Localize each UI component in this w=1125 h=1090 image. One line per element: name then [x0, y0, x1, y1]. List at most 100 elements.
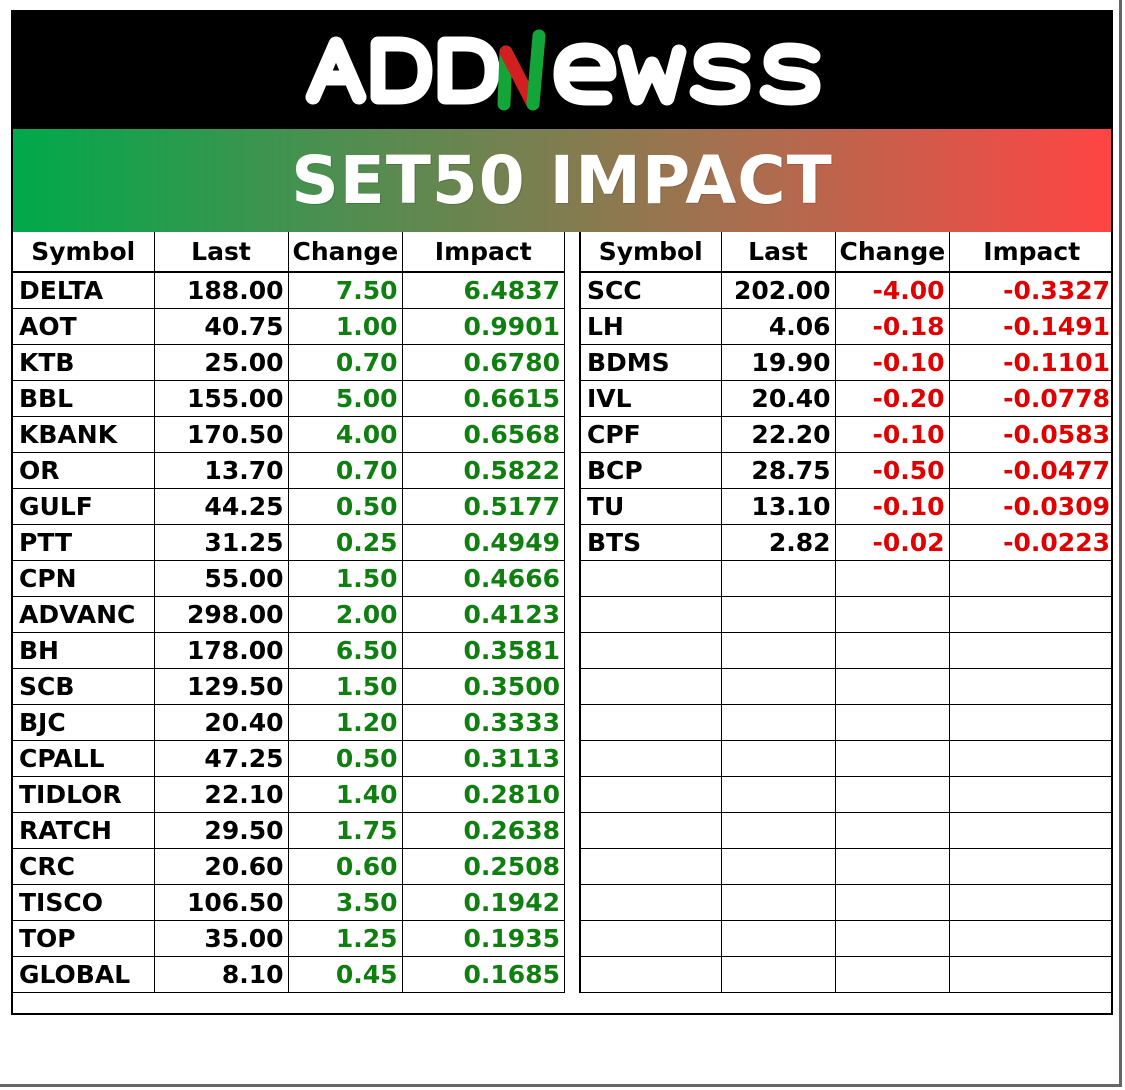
impact-cell: 0.2508: [402, 848, 566, 885]
table-row: KTB 25.00 0.70 0.6780: [13, 344, 566, 381]
last-price-cell: 4.06: [721, 308, 836, 345]
gainers-table: Symbol Last Change Impact DELTA 188.00 7.5…: [13, 232, 566, 993]
symbol-cell: [579, 740, 722, 777]
impact-cell: 0.6568: [402, 416, 566, 453]
table-row: BTS 2.82 -0.02 -0.0223: [579, 524, 1111, 561]
last-price-cell: 8.10: [154, 956, 289, 993]
change-cell: -0.20: [835, 380, 950, 417]
impact-cell: -0.1491: [949, 308, 1111, 345]
impact-cell: 0.4123: [402, 596, 566, 633]
symbol-cell: BBL: [13, 380, 155, 417]
impact-cell: 0.4666: [402, 560, 566, 597]
change-cell: 5.00: [288, 380, 403, 417]
change-cell: [835, 956, 950, 993]
impact-cell: -0.0778: [949, 380, 1111, 417]
change-cell: [835, 668, 950, 705]
gainers-header-row: Symbol Last Change Impact: [13, 232, 566, 273]
table-row: TIDLOR 22.10 1.40 0.2810: [13, 776, 566, 813]
symbol-cell: CPF: [579, 416, 722, 453]
last-price-cell: 129.50: [154, 668, 289, 705]
last-price-cell: 44.25: [154, 488, 289, 525]
last-price-cell: 155.00: [154, 380, 289, 417]
column-header-symbol: Symbol: [579, 232, 722, 273]
symbol-cell: PTT: [13, 524, 155, 561]
last-price-cell: 29.50: [154, 812, 289, 849]
last-price-cell: [721, 632, 836, 669]
change-cell: [835, 596, 950, 633]
last-price-cell: 35.00: [154, 920, 289, 957]
table-row: [579, 848, 1111, 885]
table-row: ADVANC 298.00 2.00 0.4123: [13, 596, 566, 633]
symbol-cell: KBANK: [13, 416, 155, 453]
last-price-cell: 22.20: [721, 416, 836, 453]
column-header-last: Last: [154, 232, 289, 273]
change-cell: 6.50: [288, 632, 403, 669]
impact-card: SET50 IMPACT Symbol Last Change Impact D…: [11, 10, 1113, 1015]
symbol-cell: BCP: [579, 452, 722, 489]
last-price-cell: 40.75: [154, 308, 289, 345]
symbol-cell: TISCO: [13, 884, 155, 921]
impact-cell: -0.1101: [949, 344, 1111, 381]
impact-cell: 0.3500: [402, 668, 566, 705]
change-cell: 1.25: [288, 920, 403, 957]
table-row: GULF 44.25 0.50 0.5177: [13, 488, 566, 525]
column-header-symbol: Symbol: [13, 232, 155, 273]
table-row: DELTA 188.00 7.50 6.4837: [13, 272, 566, 309]
impact-cell: 0.5822: [402, 452, 566, 489]
last-price-cell: 20.60: [154, 848, 289, 885]
losers-table: Symbol Last Change Impact SCC 202.00 -4.00…: [579, 232, 1111, 993]
change-cell: [835, 776, 950, 813]
symbol-cell: [579, 596, 722, 633]
last-price-cell: 178.00: [154, 632, 289, 669]
symbol-cell: SCB: [13, 668, 155, 705]
table-row: [579, 704, 1111, 741]
change-cell: 2.00: [288, 596, 403, 633]
last-price-cell: [721, 776, 836, 813]
title-banner: SET50 IMPACT: [13, 129, 1111, 232]
change-cell: 1.40: [288, 776, 403, 813]
symbol-cell: RATCH: [13, 812, 155, 849]
change-cell: [835, 740, 950, 777]
impact-cell: [949, 740, 1111, 777]
change-cell: 0.50: [288, 488, 403, 525]
addnewss-logo: [305, 29, 821, 111]
change-cell: [835, 920, 950, 957]
change-cell: 4.00: [288, 416, 403, 453]
last-price-cell: 22.10: [154, 776, 289, 813]
symbol-cell: TU: [579, 488, 722, 525]
symbol-cell: DELTA: [13, 272, 155, 309]
symbol-cell: BJC: [13, 704, 155, 741]
column-header-change: Change: [288, 232, 403, 273]
last-price-cell: 47.25: [154, 740, 289, 777]
impact-cell: [949, 704, 1111, 741]
change-cell: 0.70: [288, 344, 403, 381]
change-cell: 0.45: [288, 956, 403, 993]
impact-cell: 0.3581: [402, 632, 566, 669]
table-row: [579, 884, 1111, 921]
table-row: IVL 20.40 -0.20 -0.0778: [579, 380, 1111, 417]
table-row: TU 13.10 -0.10 -0.0309: [579, 488, 1111, 525]
table-row: RATCH 29.50 1.75 0.2638: [13, 812, 566, 849]
column-header-impact: Impact: [949, 232, 1111, 273]
table-row: AOT 40.75 1.00 0.9901: [13, 308, 566, 345]
brand-bar: [13, 12, 1111, 129]
symbol-cell: CPN: [13, 560, 155, 597]
symbol-cell: OR: [13, 452, 155, 489]
change-cell: 1.00: [288, 308, 403, 345]
change-cell: -0.10: [835, 488, 950, 525]
symbol-cell: AOT: [13, 308, 155, 345]
impact-cell: 0.6615: [402, 380, 566, 417]
table-divider: [565, 232, 579, 1013]
impact-cell: [949, 812, 1111, 849]
last-price-cell: [721, 704, 836, 741]
last-price-cell: [721, 560, 836, 597]
table-row: BJC 20.40 1.20 0.3333: [13, 704, 566, 741]
symbol-cell: [579, 776, 722, 813]
last-price-cell: [721, 596, 836, 633]
table-row: PTT 31.25 0.25 0.4949: [13, 524, 566, 561]
symbol-cell: CRC: [13, 848, 155, 885]
last-price-cell: [721, 884, 836, 921]
change-cell: [835, 812, 950, 849]
change-cell: 1.50: [288, 668, 403, 705]
